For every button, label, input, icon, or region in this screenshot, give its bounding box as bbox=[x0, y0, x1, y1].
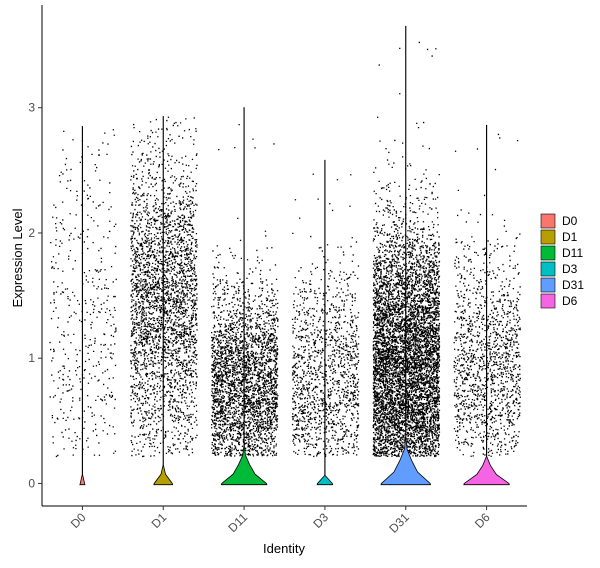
legend-key-D0 bbox=[540, 213, 556, 229]
y-tick-label: 0 bbox=[28, 476, 35, 490]
legend-label-D1: D1 bbox=[562, 230, 578, 244]
violin-D3 bbox=[316, 159, 334, 486]
legend-key-D11 bbox=[540, 245, 556, 261]
legend-label-D0: D0 bbox=[562, 214, 578, 228]
violin-shapes bbox=[79, 25, 510, 486]
points-D31 bbox=[372, 41, 441, 458]
point-cloud-D3 bbox=[291, 173, 360, 458]
legend-key-D3 bbox=[540, 261, 556, 277]
legend-label-D11: D11 bbox=[562, 246, 583, 260]
x-tick-label: D31 bbox=[386, 510, 412, 536]
x-tick-label: D11 bbox=[225, 510, 250, 535]
legend-label-D31: D31 bbox=[562, 278, 584, 292]
x-axis-title: Identity bbox=[263, 541, 305, 556]
y-tick-label: 3 bbox=[28, 101, 35, 115]
violin-D6 bbox=[463, 124, 510, 486]
points-D1 bbox=[130, 116, 198, 458]
point-cloud-D31 bbox=[372, 41, 441, 458]
legend-key-D6 bbox=[540, 293, 556, 309]
y-tick-label: 1 bbox=[28, 351, 35, 365]
y-tick-label: 2 bbox=[28, 226, 35, 240]
legend-key-D31 bbox=[540, 277, 556, 293]
x-tick-label: D3 bbox=[310, 510, 331, 531]
legend-label-D6: D6 bbox=[562, 294, 578, 308]
point-cloud-D11 bbox=[211, 124, 279, 457]
x-tick-label: D6 bbox=[472, 510, 493, 531]
points-D0 bbox=[49, 129, 117, 458]
point-cloud-D0 bbox=[49, 129, 117, 458]
legend-key-D1 bbox=[540, 229, 556, 245]
y-axis-title: Expression Level bbox=[10, 208, 25, 307]
point-cloud-D1 bbox=[130, 116, 198, 458]
x-tick-label: D0 bbox=[68, 510, 89, 531]
axes: 0 1 2 3 D0 D1 D11 D3 D31 D6 bbox=[28, 5, 527, 536]
points-D11 bbox=[211, 124, 279, 457]
point-cloud-D6 bbox=[453, 133, 521, 457]
points-D6 bbox=[453, 133, 521, 457]
violin-D31 bbox=[380, 25, 432, 486]
jitter-points bbox=[49, 41, 521, 458]
violin-D1 bbox=[153, 116, 174, 486]
violin-D11 bbox=[220, 107, 268, 486]
violin-D0 bbox=[79, 126, 86, 486]
legend: D0 D1 D11 D3 D31 D6 bbox=[540, 213, 584, 309]
points-D3 bbox=[291, 173, 360, 458]
x-tick-label: D1 bbox=[149, 510, 170, 531]
legend-label-D3: D3 bbox=[562, 262, 578, 276]
